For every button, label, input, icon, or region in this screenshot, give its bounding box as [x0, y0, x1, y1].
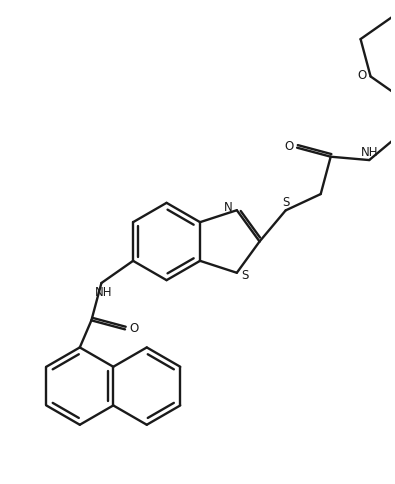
Text: O: O — [357, 69, 367, 82]
Text: O: O — [129, 321, 138, 334]
Text: S: S — [282, 196, 290, 209]
Text: O: O — [284, 140, 293, 153]
Text: N: N — [224, 200, 233, 213]
Text: NH: NH — [361, 146, 378, 159]
Text: NH: NH — [94, 286, 112, 299]
Text: S: S — [241, 269, 248, 282]
